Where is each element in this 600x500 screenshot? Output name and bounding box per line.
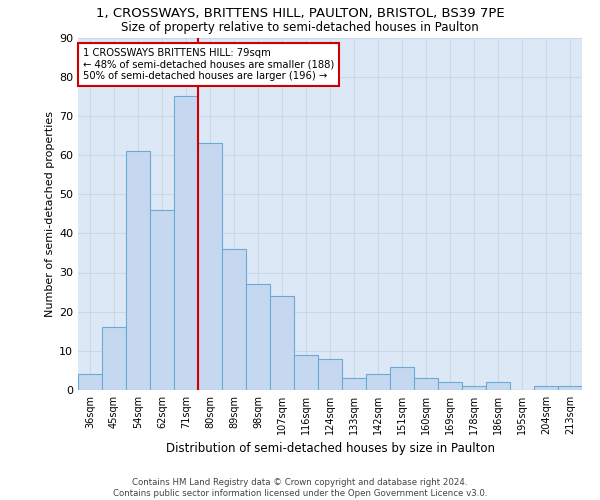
Bar (558, 386, 582, 390)
Bar (174, 96, 198, 390)
Y-axis label: Number of semi-detached properties: Number of semi-detached properties (45, 111, 55, 317)
Bar (414, 378, 438, 390)
Bar (222, 249, 246, 390)
Text: Contains HM Land Registry data © Crown copyright and database right 2024.
Contai: Contains HM Land Registry data © Crown c… (113, 478, 487, 498)
Bar (102, 328, 126, 390)
Bar (78, 374, 102, 390)
Text: 1, CROSSWAYS, BRITTENS HILL, PAULTON, BRISTOL, BS39 7PE: 1, CROSSWAYS, BRITTENS HILL, PAULTON, BR… (95, 8, 505, 20)
Bar (342, 378, 366, 390)
Text: 1 CROSSWAYS BRITTENS HILL: 79sqm
← 48% of semi-detached houses are smaller (188): 1 CROSSWAYS BRITTENS HILL: 79sqm ← 48% o… (83, 48, 334, 82)
Bar (246, 284, 270, 390)
Bar (366, 374, 390, 390)
Bar (198, 143, 222, 390)
Bar (270, 296, 294, 390)
Bar (390, 366, 414, 390)
X-axis label: Distribution of semi-detached houses by size in Paulton: Distribution of semi-detached houses by … (166, 442, 494, 456)
Bar (126, 151, 150, 390)
Bar (534, 386, 558, 390)
Bar (486, 382, 510, 390)
Bar (438, 382, 462, 390)
Text: Size of property relative to semi-detached houses in Paulton: Size of property relative to semi-detach… (121, 21, 479, 34)
Bar (294, 355, 318, 390)
Bar (462, 386, 486, 390)
Bar (150, 210, 174, 390)
Bar (318, 358, 342, 390)
